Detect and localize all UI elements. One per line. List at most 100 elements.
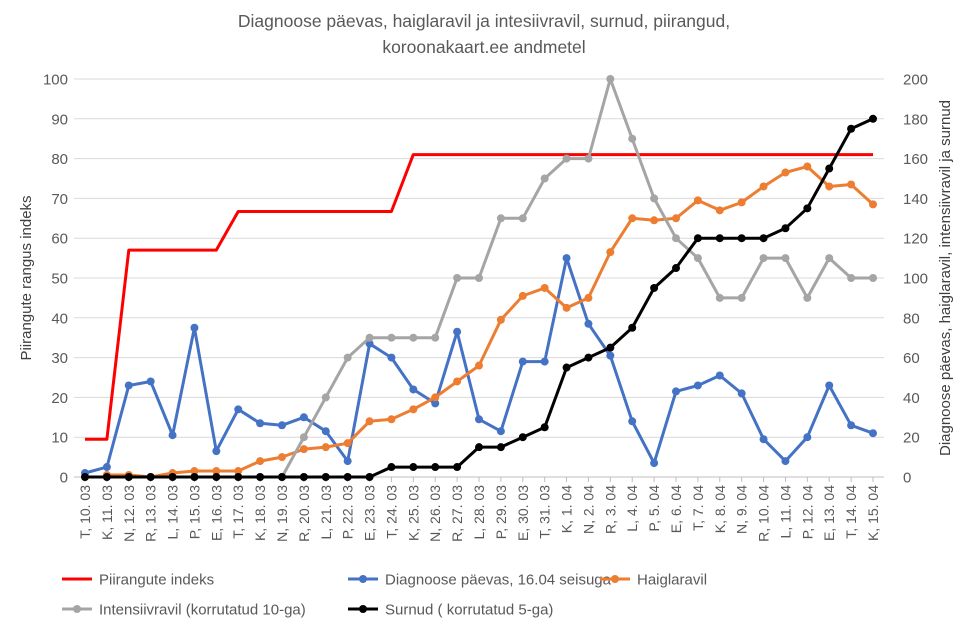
data-point <box>365 417 374 426</box>
x-tick-label: T, 24. 03 <box>383 485 399 539</box>
left-tick-label: 40 <box>51 310 68 327</box>
data-point <box>672 387 680 396</box>
x-tick-label: T, 31. 03 <box>537 485 553 539</box>
data-point <box>387 353 396 362</box>
data-point <box>124 381 133 390</box>
right-tick-label: 20 <box>903 430 920 447</box>
data-point <box>102 463 111 472</box>
data-point <box>606 75 615 83</box>
data-point <box>869 114 877 123</box>
data-point <box>234 467 243 476</box>
data-point <box>431 393 440 402</box>
data-point <box>256 473 265 481</box>
data-point <box>562 363 571 372</box>
legend-item: Piirangute indeks <box>62 572 214 589</box>
data-point <box>453 377 462 386</box>
data-point <box>365 333 374 342</box>
data-point <box>759 182 768 191</box>
data-point <box>825 164 834 173</box>
data-point <box>759 254 768 263</box>
data-point <box>584 353 593 362</box>
legend: Piirangute indeks Diagnoose päevas, 16.04… <box>62 572 707 619</box>
data-point <box>540 423 549 432</box>
data-point <box>321 473 330 481</box>
series-4 <box>81 114 877 481</box>
data-point <box>628 214 637 223</box>
legend-label: Intensiivravil (korrutatud 10-ga) <box>99 602 306 619</box>
x-tick-label: K, 15. 04 <box>865 485 881 541</box>
data-point <box>190 467 199 476</box>
data-point <box>737 198 746 207</box>
x-tick-label: R, 20. 03 <box>296 485 312 542</box>
left-tick-label: 0 <box>60 470 68 487</box>
x-tick-label: N, 9. 04 <box>734 485 750 534</box>
x-tick-label: P, 12. 04 <box>799 485 815 539</box>
left-axis-title: Piirangute rangus indeks <box>18 195 35 360</box>
data-point <box>737 389 746 398</box>
data-point <box>409 405 418 414</box>
data-point <box>693 234 702 243</box>
data-point <box>409 463 418 472</box>
data-point <box>81 473 89 481</box>
data-point <box>278 421 286 430</box>
data-point <box>124 473 133 481</box>
data-point <box>409 333 418 342</box>
data-point <box>540 357 549 366</box>
right-tick-label: 180 <box>903 111 928 128</box>
data-point <box>496 315 505 324</box>
x-tick-label: K, 25. 03 <box>405 485 421 541</box>
data-point <box>693 254 702 263</box>
data-point <box>584 154 593 163</box>
left-tick-label: 70 <box>51 191 68 208</box>
x-tick-label: N, 12. 03 <box>121 485 137 542</box>
data-point <box>321 393 330 402</box>
data-point <box>672 214 680 223</box>
data-point <box>737 293 746 302</box>
data-point <box>628 417 637 426</box>
data-point <box>693 381 702 390</box>
legend-marker <box>611 575 619 583</box>
data-point <box>715 234 724 243</box>
data-point <box>343 457 352 466</box>
left-tick-label: 80 <box>51 151 68 168</box>
data-point <box>475 443 483 452</box>
x-tick-label: K, 18. 03 <box>252 485 268 541</box>
x-tick-label: R, 27. 03 <box>449 485 465 542</box>
data-point <box>234 405 243 414</box>
legend-marker <box>359 575 367 583</box>
data-point <box>190 323 199 332</box>
data-point <box>321 443 330 452</box>
legend-marker <box>359 605 367 613</box>
data-point <box>847 421 856 430</box>
data-point <box>803 162 812 171</box>
data-point <box>715 206 724 215</box>
data-point <box>518 433 527 442</box>
data-point <box>540 283 549 292</box>
data-point <box>781 457 790 466</box>
right-axis-title: Diagnoose päevas, haiglaravil, intensiiv… <box>937 100 954 456</box>
data-point <box>803 293 812 302</box>
series-group <box>81 75 877 481</box>
data-point <box>606 343 615 352</box>
x-tick-label: P, 15. 03 <box>186 485 202 539</box>
data-point <box>672 264 680 273</box>
x-tick-label: E, 13. 04 <box>821 485 837 541</box>
x-tick-label: L, 14. 03 <box>165 485 181 540</box>
data-point <box>606 248 615 257</box>
data-point <box>299 433 308 442</box>
data-point <box>496 443 505 452</box>
data-point <box>146 377 155 386</box>
data-point <box>869 200 877 209</box>
data-point <box>825 254 834 263</box>
right-tick-label: 80 <box>903 310 920 327</box>
right-tick-label: 60 <box>903 350 920 367</box>
data-point <box>299 413 308 422</box>
x-tick-label: T, 10. 03 <box>77 485 93 539</box>
right-tick-label: 100 <box>903 271 928 288</box>
x-tick-label: K, 11. 03 <box>99 485 115 540</box>
data-point <box>781 224 790 233</box>
left-axis-ticks: 0 10 20 30 40 50 60 70 80 90 100 <box>43 72 68 487</box>
left-tick-label: 30 <box>51 350 68 367</box>
left-tick-label: 50 <box>51 271 68 288</box>
